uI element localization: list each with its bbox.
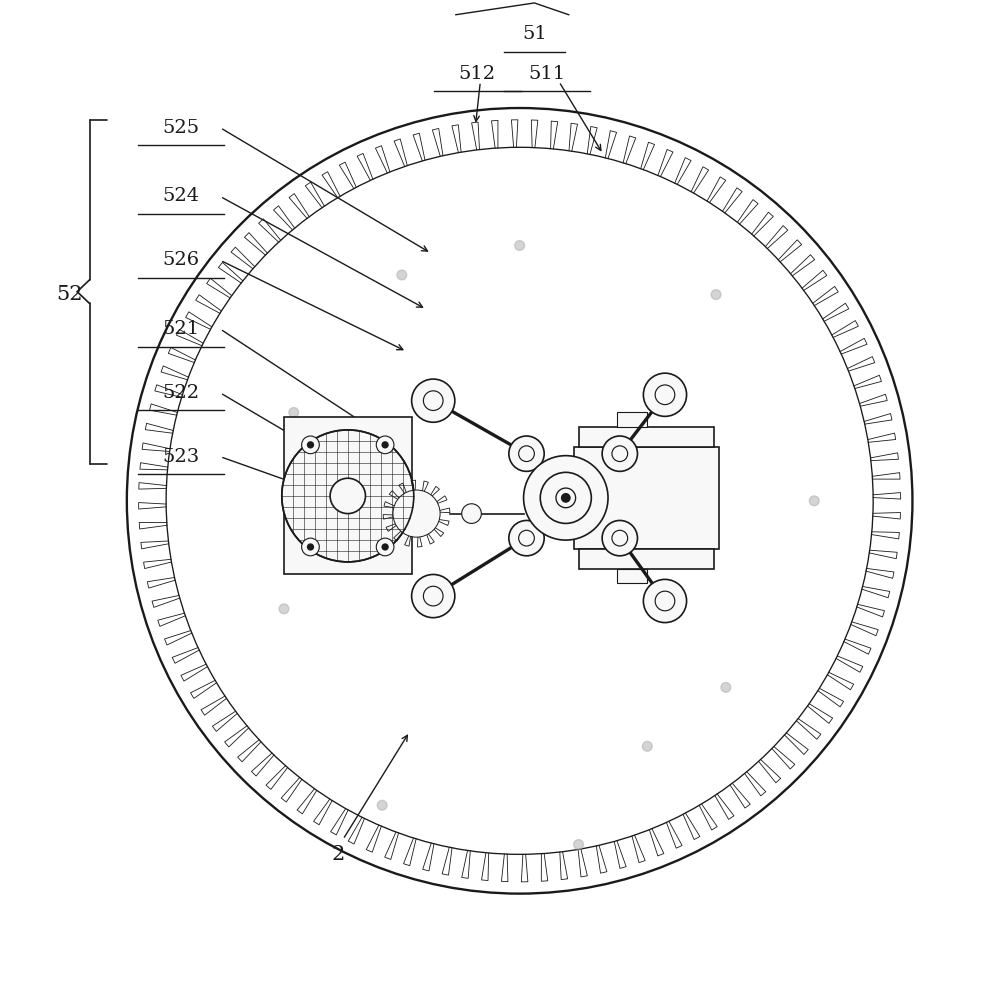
Circle shape [308, 544, 313, 550]
Circle shape [279, 604, 289, 614]
Circle shape [509, 520, 544, 556]
Circle shape [308, 442, 313, 448]
Circle shape [289, 408, 299, 417]
Text: 523: 523 [162, 448, 199, 465]
Circle shape [377, 800, 387, 810]
Circle shape [462, 504, 481, 523]
Circle shape [302, 538, 319, 556]
Circle shape [412, 379, 455, 422]
Text: 2: 2 [331, 845, 345, 864]
Bar [617, 569, 647, 583]
Circle shape [809, 496, 819, 506]
Circle shape [602, 436, 637, 471]
Text: 522: 522 [162, 384, 199, 402]
Circle shape [721, 682, 731, 692]
Text: 526: 526 [162, 251, 199, 269]
Circle shape [282, 430, 414, 562]
Circle shape [540, 472, 591, 523]
Circle shape [711, 290, 721, 300]
Bar [617, 412, 647, 427]
Bar [284, 417, 412, 574]
Circle shape [412, 574, 455, 618]
Circle shape [302, 436, 319, 454]
Circle shape [561, 493, 571, 503]
Circle shape [643, 579, 687, 623]
Bar [579, 427, 714, 447]
Circle shape [382, 442, 388, 448]
Text: 511: 511 [529, 65, 566, 82]
Circle shape [330, 478, 365, 514]
Circle shape [393, 490, 440, 537]
Circle shape [602, 520, 637, 556]
Circle shape [574, 840, 583, 849]
Circle shape [397, 270, 407, 280]
Text: 51: 51 [522, 26, 547, 43]
Circle shape [376, 436, 394, 454]
Text: 525: 525 [162, 119, 199, 136]
Text: 521: 521 [162, 320, 199, 338]
Text: 524: 524 [162, 188, 199, 205]
Text: 512: 512 [459, 65, 496, 82]
Text: 52: 52 [57, 285, 83, 304]
Circle shape [376, 538, 394, 556]
Circle shape [382, 544, 388, 550]
Circle shape [643, 373, 687, 416]
Circle shape [642, 741, 652, 751]
Bar [574, 447, 719, 549]
Circle shape [509, 436, 544, 471]
Bar [579, 549, 714, 569]
Circle shape [515, 241, 525, 250]
Circle shape [524, 456, 608, 540]
